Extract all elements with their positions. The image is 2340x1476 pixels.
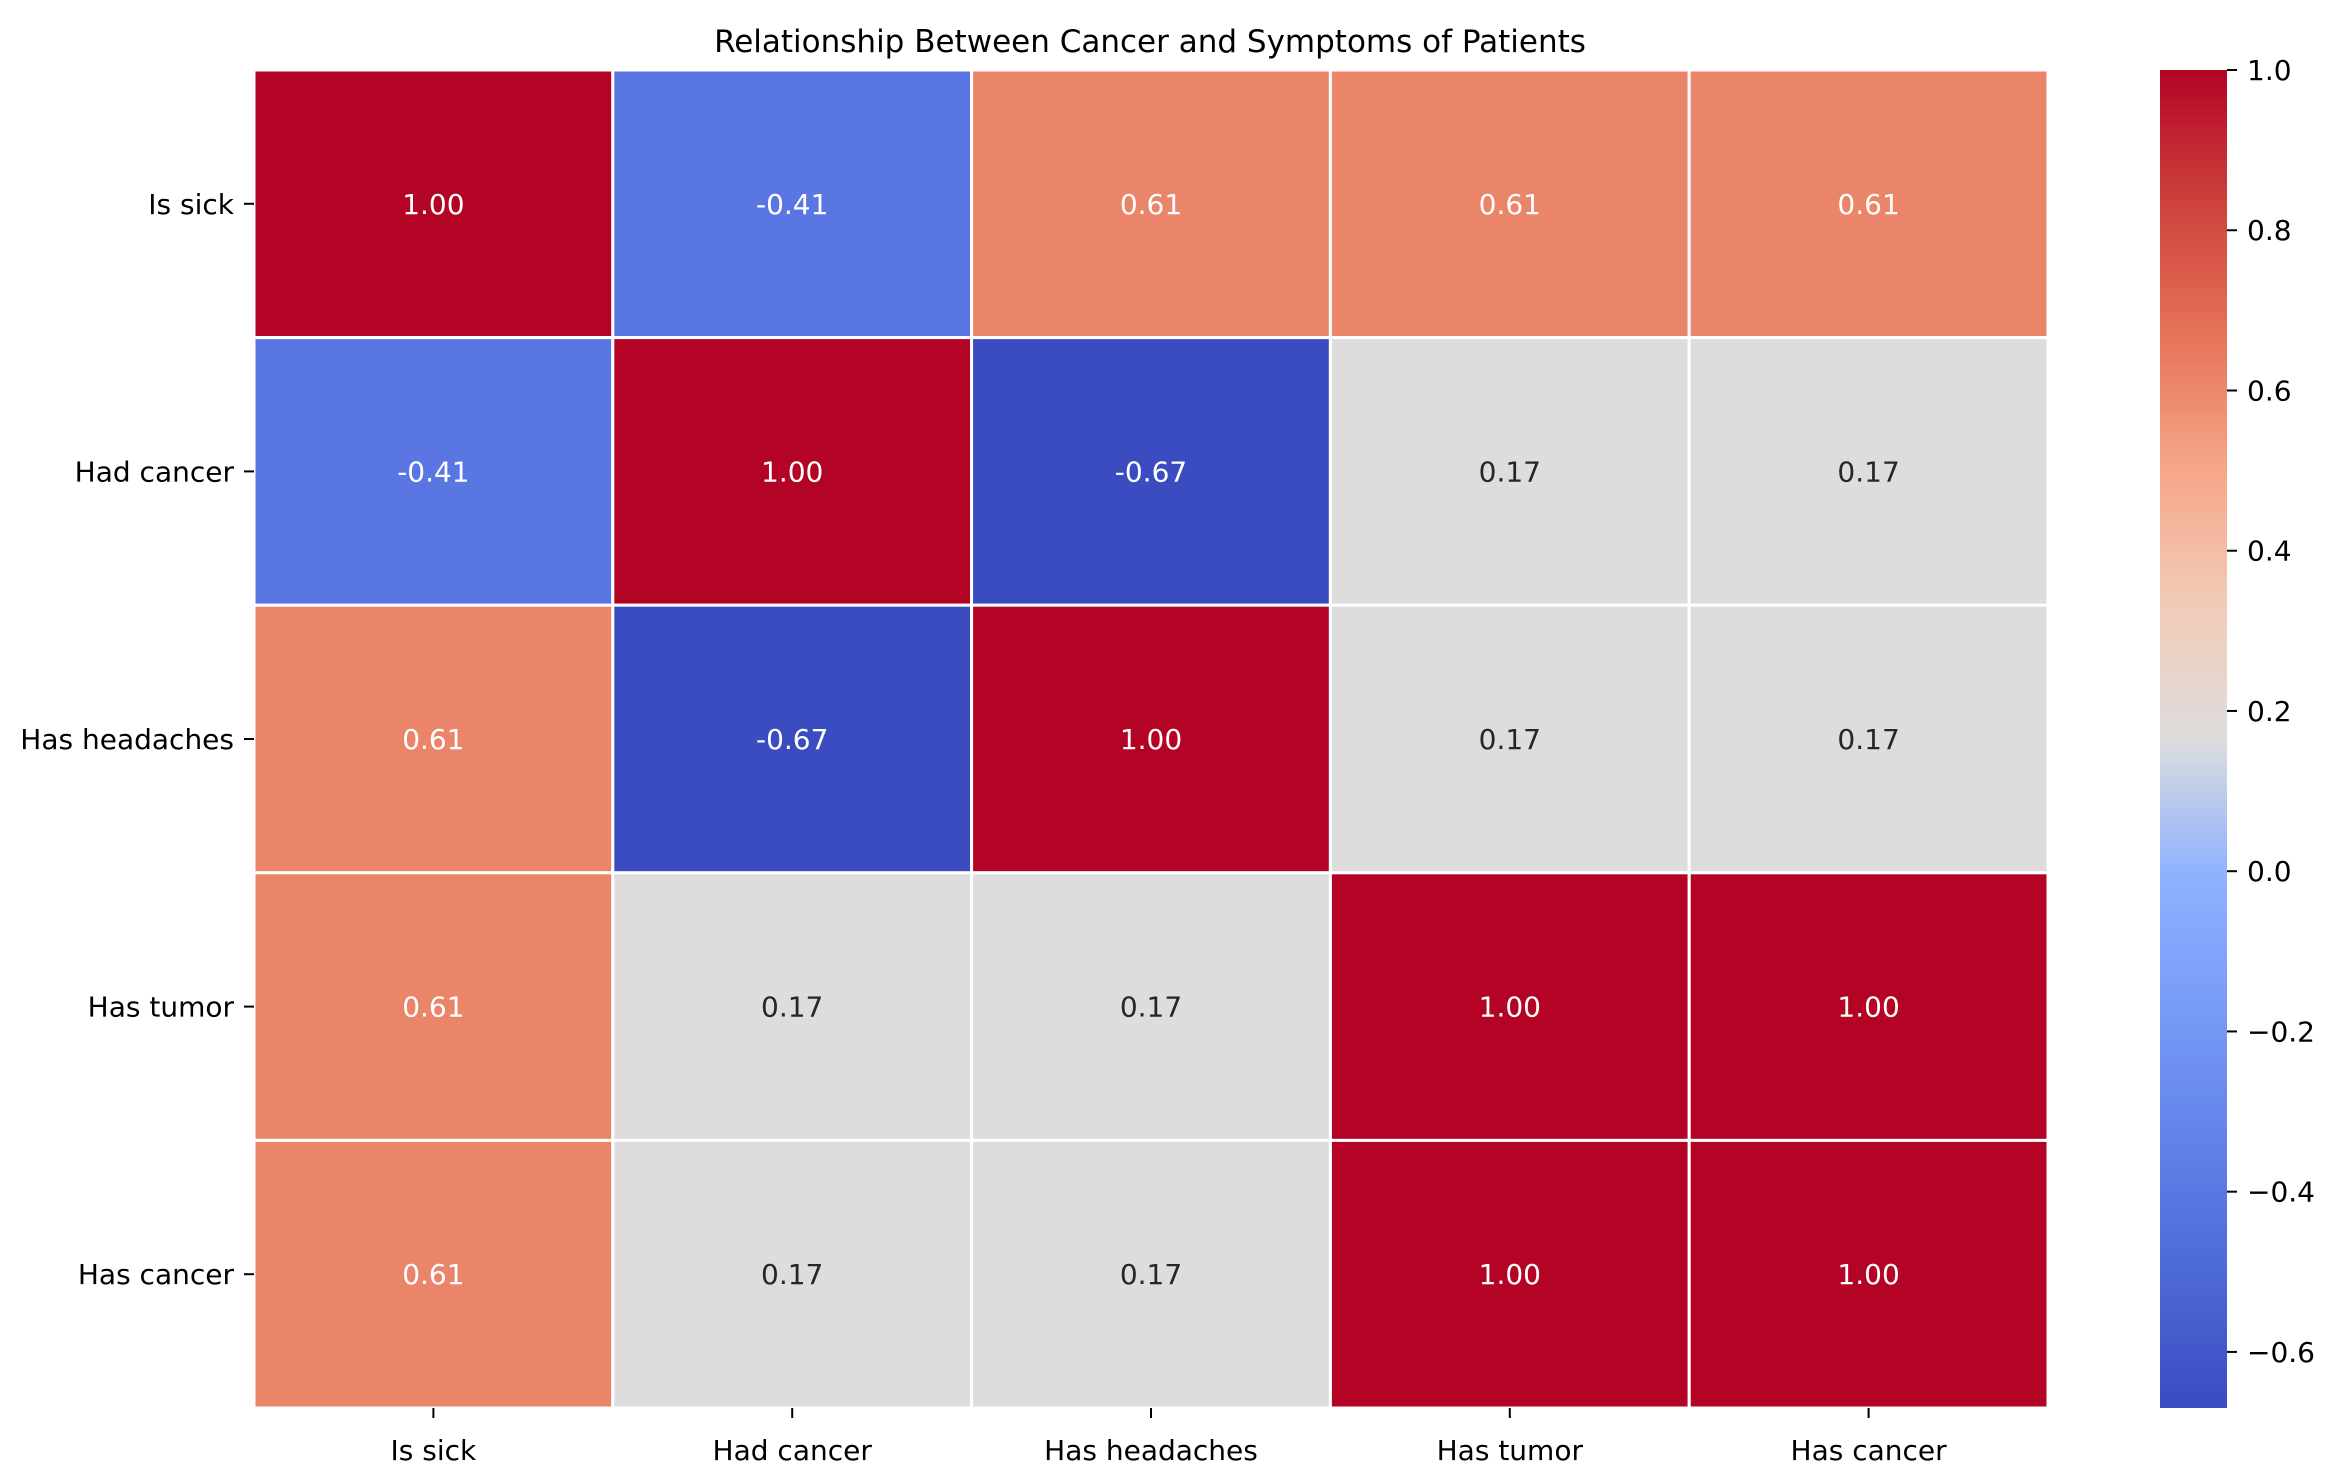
cell-value-label-r4-c1: 0.17 xyxy=(761,1258,823,1291)
cell-value-label-r3-c3: 1.00 xyxy=(1479,991,1541,1024)
heatmap-cell-r0-c0 xyxy=(252,68,615,340)
cell-value-label-r2-c3: 0.17 xyxy=(1479,723,1541,756)
colorbar-tick-label-1: 0.8 xyxy=(2247,214,2292,247)
cell-value-label-r4-c4: 1.00 xyxy=(1837,1258,1899,1291)
colorbar-tick-label-7: −0.4 xyxy=(2247,1176,2315,1209)
cell-value-label-r2-c4: 0.17 xyxy=(1837,723,1899,756)
cell-value-label-r3-c0: 0.61 xyxy=(402,991,464,1024)
heatmap-cell-r3-c1 xyxy=(611,871,974,1142)
colorbar-tick-label-8: −0.6 xyxy=(2247,1336,2315,1369)
cell-value-label-r1-c4: 0.17 xyxy=(1837,455,1899,488)
heatmap-cell-r3-c4 xyxy=(1687,871,2050,1142)
cell-value-label-r1-c3: 0.17 xyxy=(1479,455,1541,488)
y-tick-label-is-sick: Is sick xyxy=(148,188,235,221)
cell-value-label-r4-c3: 1.00 xyxy=(1479,1258,1541,1291)
heatmap-cell-r1-c0 xyxy=(252,336,615,607)
colorbar-tick-label-2: 0.6 xyxy=(2247,374,2292,407)
cell-value-label-r3-c1: 0.17 xyxy=(761,991,823,1024)
heatmap-cell-r2-c4 xyxy=(1687,603,2050,875)
cell-value-label-r0-c3: 0.61 xyxy=(1479,188,1541,221)
y-tick-label-has-cancer: Has cancer xyxy=(78,1258,235,1291)
heatmap-cells: 1.00 -0.41 0.61 0.61 0.61 -0.41 1.00 -0.67 0.17 0… xyxy=(252,68,2050,1410)
cell-value-label-r0-c1: -0.41 xyxy=(756,188,828,221)
heatmap-cell-r2-c2 xyxy=(970,603,1332,875)
cell-value-label-r3-c2: 0.17 xyxy=(1120,991,1182,1024)
x-tick-label-had-cancer: Had cancer xyxy=(713,1434,873,1467)
heatmap-cell-r0-c1 xyxy=(611,68,974,340)
cell-value-label-r2-c0: 0.61 xyxy=(402,723,464,756)
x-axis: Is sick Had cancer Has headaches Has tumor H… xyxy=(391,1408,1948,1467)
heatmap-cell-r0-c3 xyxy=(1328,68,1691,340)
cell-value-label-r4-c0: 0.61 xyxy=(402,1258,464,1291)
chart-title: Relationship Between Cancer and Symptoms… xyxy=(714,24,1586,60)
heatmap-cell-r4-c1 xyxy=(611,1138,974,1410)
heatmap-cell-r4-c4 xyxy=(1687,1138,2050,1410)
heatmap-cell-r2-c3 xyxy=(1328,603,1691,875)
cell-value-label-r3-c4: 1.00 xyxy=(1837,991,1899,1024)
colorbar-gradient xyxy=(2160,70,2227,1408)
heatmap-cell-r3-c2 xyxy=(970,871,1332,1142)
y-axis: Is sick Had cancer Has headaches Has tumor H… xyxy=(20,188,254,1291)
y-tick-label-has-tumor: Has tumor xyxy=(88,991,235,1024)
heatmap-cell-r2-c1 xyxy=(611,603,974,875)
x-tick-label-has-tumor: Has tumor xyxy=(1437,1434,1584,1467)
heatmap-cell-r0-c2 xyxy=(970,68,1332,340)
cell-value-label-r2-c2: 1.00 xyxy=(1120,723,1182,756)
x-tick-label-has-headaches: Has headaches xyxy=(1044,1434,1258,1467)
x-tick-label-is-sick: Is sick xyxy=(391,1434,478,1467)
cell-value-label-r1-c1: 1.00 xyxy=(761,455,823,488)
heatmap-cell-r4-c2 xyxy=(970,1138,1332,1410)
colorbar-tick-label-6: −0.2 xyxy=(2247,1015,2315,1048)
cell-value-label-r0-c4: 0.61 xyxy=(1837,188,1899,221)
colorbar-tick-label-5: 0.0 xyxy=(2247,855,2292,888)
colorbar: 1.0 0.8 0.6 0.4 0.2 0.0 −0.2 −0.4 −0.6 xyxy=(2160,54,2315,1408)
cell-value-label-r1-c2: -0.67 xyxy=(1115,455,1187,488)
cell-value-label-r0-c2: 0.61 xyxy=(1120,188,1182,221)
heatmap-cell-r3-c3 xyxy=(1328,871,1691,1142)
cell-value-label-r4-c2: 0.17 xyxy=(1120,1258,1182,1291)
heatmap-cell-r0-c4 xyxy=(1687,68,2050,340)
x-tick-label-has-cancer: Has cancer xyxy=(1791,1434,1948,1467)
colorbar-tick-label-4: 0.2 xyxy=(2247,695,2292,728)
cell-value-label-r0-c0: 1.00 xyxy=(402,188,464,221)
heatmap-cell-r4-c0 xyxy=(252,1138,615,1410)
colorbar-tick-label-0: 1.0 xyxy=(2247,54,2292,87)
y-tick-label-had-cancer: Had cancer xyxy=(75,455,235,488)
heatmap-cell-r1-c4 xyxy=(1687,336,2050,607)
cell-value-label-r1-c0: -0.41 xyxy=(397,455,469,488)
cell-value-label-r2-c1: -0.67 xyxy=(756,723,828,756)
colorbar-tick-label-3: 0.4 xyxy=(2247,535,2292,568)
heatmap-cell-r1-c2 xyxy=(970,336,1332,607)
y-tick-label-has-headaches: Has headaches xyxy=(20,723,234,756)
